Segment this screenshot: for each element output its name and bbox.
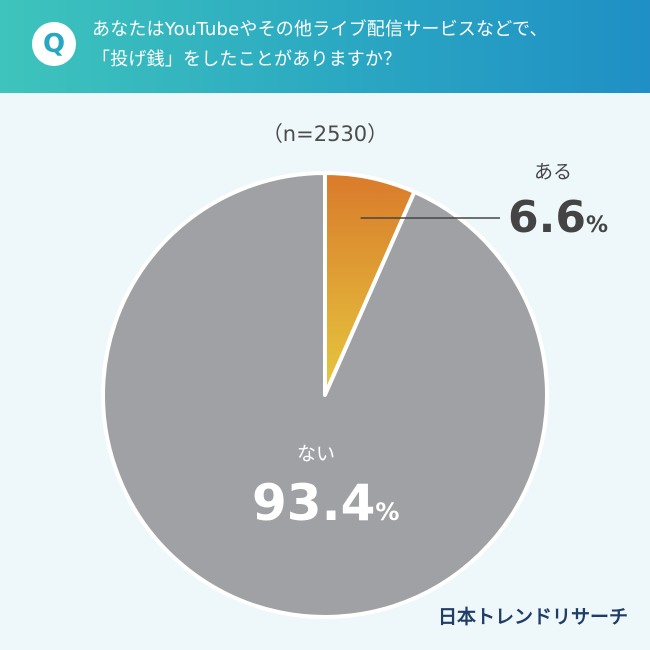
question-line-2: 「投げ銭」をしたことがありますか？ [92, 49, 402, 70]
pie-slices [101, 171, 549, 619]
question-text: あなたはYouTubeやその他ライブ配信サービスなどで、 「投げ銭」をしたことが… [92, 15, 637, 75]
slice-value-aru-unit: % [585, 213, 608, 238]
slice-value-nai: 93.4% [252, 472, 399, 534]
slice-value-aru: 6.6% [508, 190, 608, 246]
slice-value-nai-number: 93.4 [252, 474, 376, 532]
brand-logo-text: 日本トレンドリサーチ [437, 606, 628, 628]
slice-value-nai-unit: % [375, 498, 400, 526]
question-line-1: あなたはYouTubeやその他ライブ配信サービスなどで、 [92, 19, 548, 40]
slice-label-aru: ある [534, 161, 573, 183]
q-badge: Q [32, 22, 76, 66]
pie-slice-nai [101, 171, 549, 619]
slice-value-aru-number: 6.6 [508, 192, 586, 243]
slice-label-nai: ない [297, 443, 336, 465]
question-header: Q あなたはYouTubeやその他ライブ配信サービスなどで、 「投げ銭」をしたこ… [0, 0, 650, 93]
sample-size: （n=2530） [261, 122, 389, 146]
